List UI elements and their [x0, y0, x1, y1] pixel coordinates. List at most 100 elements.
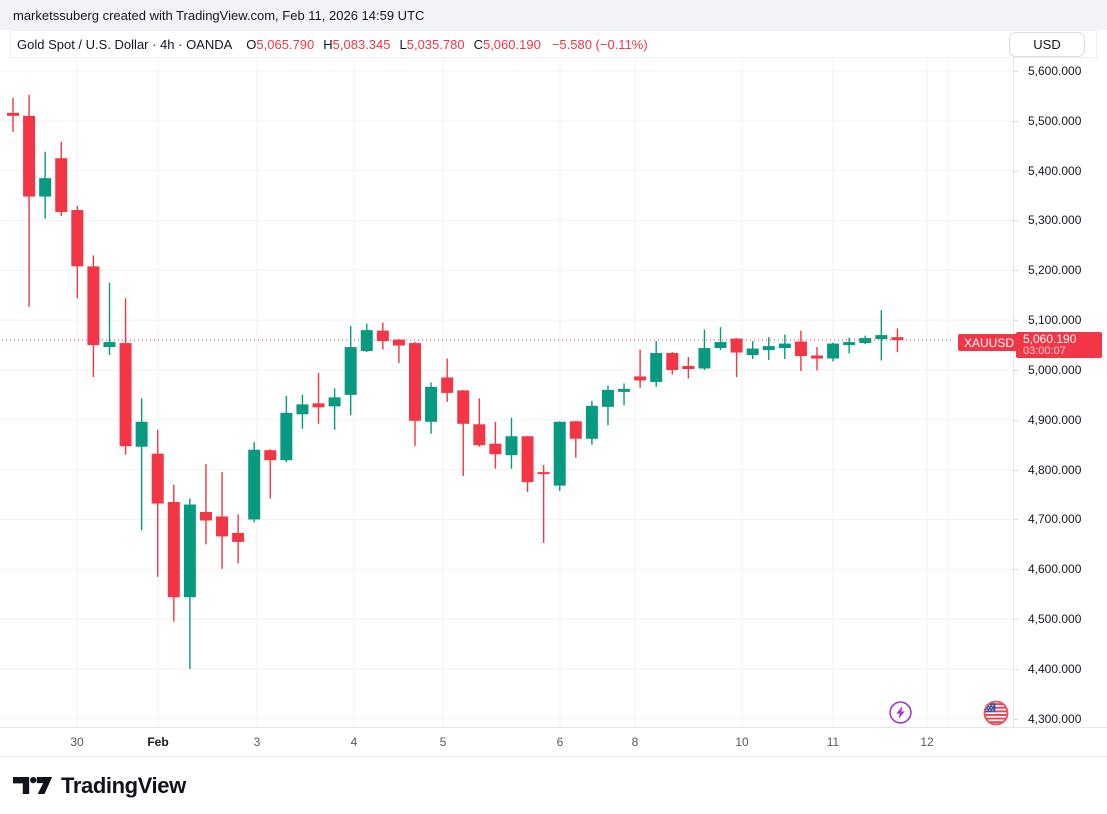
tradingview-logo-text[interactable]: TradingView: [61, 772, 186, 798]
us-flag-event-icon[interactable]: [983, 700, 1009, 726]
price-axis-tick: [1014, 619, 1018, 621]
candle[interactable]: [553, 421, 566, 492]
candle[interactable]: [875, 310, 888, 361]
candle[interactable]: [489, 421, 502, 469]
price-axis-tick: [1014, 519, 1018, 521]
candle[interactable]: [618, 383, 631, 406]
candle[interactable]: [650, 341, 663, 387]
candle[interactable]: [216, 472, 229, 569]
price-axis-label: 4,700.000: [1028, 512, 1082, 527]
symbol-title[interactable]: Gold Spot / U.S. Dollar · 4h · OANDA: [17, 36, 233, 52]
candle[interactable]: [441, 358, 454, 402]
price-axis-tick: [1014, 569, 1018, 571]
price-axis-tick: [1014, 469, 1018, 471]
candle[interactable]: [39, 151, 52, 219]
candle[interactable]: [425, 382, 438, 434]
last-price-label: 5,060.190 03:00:07: [1016, 332, 1102, 358]
candle[interactable]: [843, 337, 856, 354]
candle[interactable]: [7, 97, 19, 132]
currency-unit-button[interactable]: USD: [1009, 32, 1085, 57]
legend-change: −5.580 (−0.11%): [551, 36, 648, 52]
candle[interactable]: [762, 337, 775, 361]
legend-high: H5,083.345: [323, 36, 391, 52]
time-axis-label: 11: [826, 735, 840, 749]
price-axis-label: 4,900.000: [1028, 412, 1082, 427]
candle[interactable]: [71, 206, 84, 299]
price-axis-tick: [1014, 718, 1018, 720]
candle[interactable]: [601, 385, 614, 426]
time-axis-label: 30: [70, 735, 84, 749]
candle[interactable]: [537, 465, 550, 543]
candle[interactable]: [344, 326, 357, 416]
candlestick-chart[interactable]: [0, 58, 1013, 727]
candle[interactable]: [698, 329, 711, 370]
price-axis-label: 5,400.000: [1028, 163, 1082, 178]
price-axis-label: 4,800.000: [1028, 462, 1082, 477]
price-axis[interactable]: 5,600.000 5,500.000 5,400.000 5,300.000 5,20…: [1013, 58, 1107, 727]
price-axis-tick: [1014, 668, 1018, 670]
price-axis-label: 4,300.000: [1028, 711, 1082, 726]
candle[interactable]: [859, 335, 872, 345]
candle[interactable]: [248, 442, 261, 523]
candle[interactable]: [103, 282, 116, 356]
candle[interactable]: [119, 298, 132, 455]
candle[interactable]: [666, 352, 679, 375]
candle[interactable]: [167, 484, 180, 622]
candle[interactable]: [392, 339, 405, 364]
time-axis-label: 4: [350, 735, 358, 749]
candle[interactable]: [473, 398, 486, 447]
candle[interactable]: [730, 338, 743, 377]
legend-low: L5,035.780: [399, 36, 465, 52]
time-axis-label: 8: [631, 735, 639, 749]
candle[interactable]: [891, 328, 904, 353]
candle[interactable]: [135, 398, 148, 531]
candle[interactable]: [521, 435, 534, 493]
candle[interactable]: [55, 141, 68, 217]
time-axis-label: 12: [920, 735, 934, 749]
price-axis-label: 4,500.000: [1028, 612, 1082, 627]
candle[interactable]: [634, 349, 647, 388]
price-axis-tick: [1014, 419, 1018, 421]
candle[interactable]: [585, 400, 598, 445]
time-axis-label: Feb: [147, 735, 169, 749]
candle[interactable]: [280, 395, 293, 463]
bar-countdown: 03:00:07: [1023, 345, 1066, 357]
candle[interactable]: [746, 341, 759, 360]
candle[interactable]: [232, 514, 245, 564]
time-axis-label: 3: [253, 735, 261, 749]
candle[interactable]: [714, 327, 727, 351]
candle[interactable]: [569, 420, 582, 458]
price-axis-label: 5,300.000: [1028, 213, 1082, 228]
candle[interactable]: [199, 464, 212, 545]
candle[interactable]: [505, 417, 518, 469]
candle[interactable]: [794, 330, 807, 371]
candle[interactable]: [312, 372, 325, 424]
time-axis[interactable]: 30 Feb 3 4 5 6 8 10 11 12: [0, 727, 1107, 756]
tradingview-logo-icon[interactable]: [13, 771, 53, 800]
candle[interactable]: [360, 323, 373, 353]
candle[interactable]: [827, 342, 840, 362]
candle[interactable]: [87, 255, 100, 377]
candle[interactable]: [328, 388, 341, 430]
last-price-value: 5,060.190: [1023, 332, 1077, 346]
candle[interactable]: [264, 449, 277, 499]
time-axis-label: 5: [439, 735, 447, 749]
candle[interactable]: [23, 94, 36, 307]
candle[interactable]: [409, 342, 421, 447]
candle[interactable]: [811, 347, 823, 371]
price-axis-label: 5,500.000: [1028, 113, 1082, 128]
candle[interactable]: [151, 429, 164, 577]
candle[interactable]: [183, 498, 196, 669]
candle[interactable]: [376, 322, 389, 350]
price-axis-label: 4,600.000: [1028, 562, 1082, 577]
lightning-event-icon[interactable]: [888, 700, 913, 725]
candle[interactable]: [457, 389, 470, 477]
flag-ring: [983, 700, 1009, 726]
lightning-bolt: [896, 706, 905, 719]
candle[interactable]: [778, 334, 791, 360]
candle[interactable]: [682, 357, 695, 379]
price-axis-label: 5,600.000: [1028, 64, 1082, 78]
price-axis-tick: [1014, 71, 1018, 72]
candle[interactable]: [296, 394, 309, 429]
time-axis-label: 10: [735, 735, 749, 749]
